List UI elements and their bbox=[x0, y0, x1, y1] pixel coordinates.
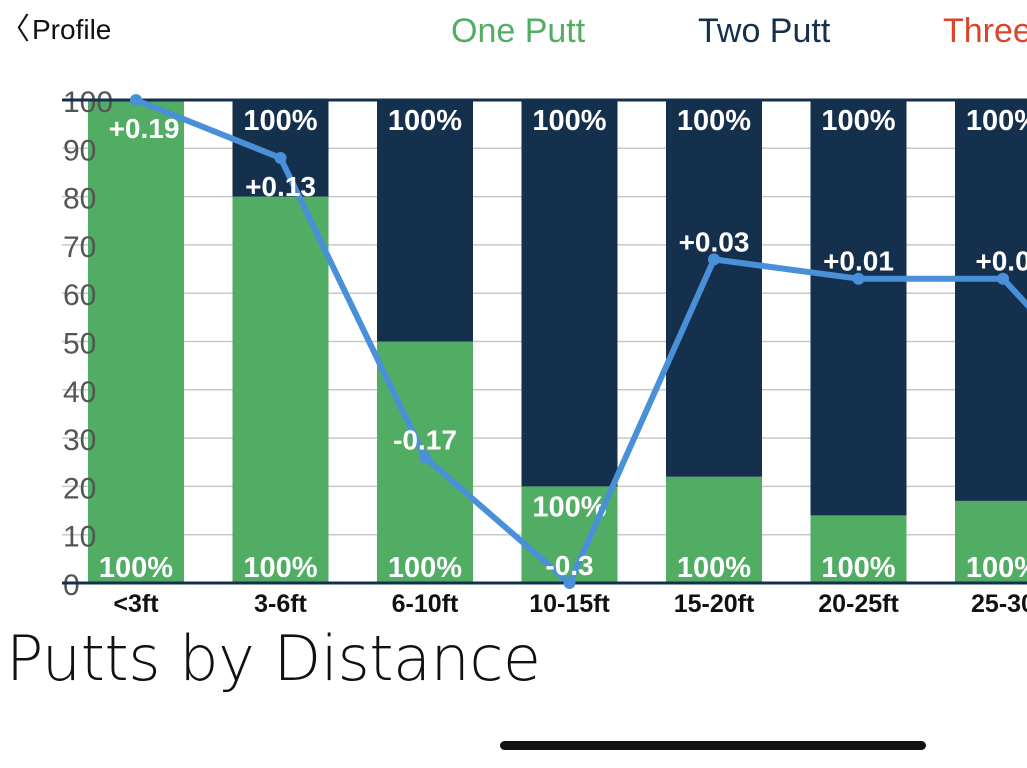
line-value-label: +0.01 bbox=[823, 246, 894, 277]
y-tick-label: 90 bbox=[63, 134, 96, 167]
bar-two-putt bbox=[666, 100, 762, 477]
x-tick-label: 25-30 bbox=[971, 590, 1027, 618]
bar-percent-label: 100% bbox=[966, 552, 1027, 584]
y-tick-label: 70 bbox=[63, 231, 96, 264]
x-tick-label: 20-25ft bbox=[818, 590, 899, 618]
line-value-label: -0.3 bbox=[545, 550, 593, 581]
line-series bbox=[134, 97, 1027, 586]
line-value-label: +0.13 bbox=[245, 171, 316, 202]
bar-percent-label: 100% bbox=[821, 552, 895, 584]
bar-percent-label: 100% bbox=[243, 105, 317, 137]
bar-percent-label: 100% bbox=[677, 552, 751, 584]
bar-one-putt bbox=[232, 196, 329, 583]
x-tick-label: 10-15ft bbox=[529, 590, 610, 618]
chevron-left-icon: 〈 bbox=[0, 13, 30, 46]
bar-percent-label: 100% bbox=[532, 105, 606, 137]
line-point bbox=[708, 253, 720, 266]
line-value-label: -0.17 bbox=[393, 424, 457, 455]
back-label: Profile bbox=[32, 14, 112, 45]
line-point bbox=[274, 151, 287, 164]
y-tick-label: 40 bbox=[63, 376, 96, 409]
y-tick-label: 50 bbox=[63, 328, 96, 361]
legend-one-putt: One Putt bbox=[451, 12, 586, 50]
x-tick-label: <3ft bbox=[113, 590, 159, 618]
y-tick-label: 10 bbox=[63, 521, 96, 554]
y-tick-label: 80 bbox=[63, 183, 96, 216]
line-value-label: +0.19 bbox=[109, 113, 180, 144]
legend-three-putt: Three bbox=[943, 12, 1027, 50]
y-tick-label: 0 bbox=[63, 569, 80, 602]
bar-two-putt bbox=[377, 100, 473, 342]
x-tick-label: 3-6ft bbox=[254, 590, 307, 618]
bar-percent-label: 100% bbox=[388, 552, 462, 584]
bar-one-putt bbox=[666, 476, 762, 583]
bar-one-putt bbox=[955, 500, 1027, 583]
bar-percent-label: 100% bbox=[243, 552, 317, 584]
back-button[interactable]: 〈 Profile bbox=[0, 14, 111, 46]
y-tick-label: 60 bbox=[63, 279, 96, 312]
bar-percent-label: 100% bbox=[966, 105, 1027, 137]
y-tick-label: 20 bbox=[63, 472, 96, 505]
bar-percent-label: 100% bbox=[677, 105, 751, 137]
line-point bbox=[852, 272, 865, 285]
line-point bbox=[563, 577, 576, 589]
line-point bbox=[130, 94, 142, 106]
home-indicator bbox=[500, 741, 926, 750]
bar-one-putt bbox=[810, 515, 907, 583]
bar-two-putt bbox=[810, 100, 907, 516]
line-value-label: +0.03 bbox=[679, 226, 750, 257]
bar-percent-label: 100% bbox=[821, 105, 895, 137]
x-tick-label: 15-20ft bbox=[674, 590, 755, 618]
y-tick-label: 100 bbox=[63, 86, 113, 119]
x-tick-label: 6-10ft bbox=[392, 590, 459, 618]
bar-two-putt bbox=[955, 100, 1027, 501]
line-value-label: +0.0 bbox=[975, 246, 1027, 277]
bar-one-putt bbox=[521, 486, 618, 583]
bar-percent-label: 100% bbox=[99, 552, 173, 584]
y-tick-label: 30 bbox=[63, 424, 96, 457]
legend-two-putt: Two Putt bbox=[698, 12, 831, 50]
bar-percent-label: 100% bbox=[532, 491, 606, 523]
putts-chart: 0 10 20 30 40 50 60 70 80 90 100 100% 100% 100% 100% 10… bbox=[62, 86, 1027, 618]
page-title: Putts by Distance bbox=[6, 622, 541, 695]
bar-two-putt bbox=[521, 100, 618, 487]
line-point bbox=[997, 272, 1009, 285]
bar-one-putt bbox=[88, 100, 184, 583]
bar-percent-label: 100% bbox=[388, 105, 462, 137]
line-point bbox=[419, 451, 431, 464]
